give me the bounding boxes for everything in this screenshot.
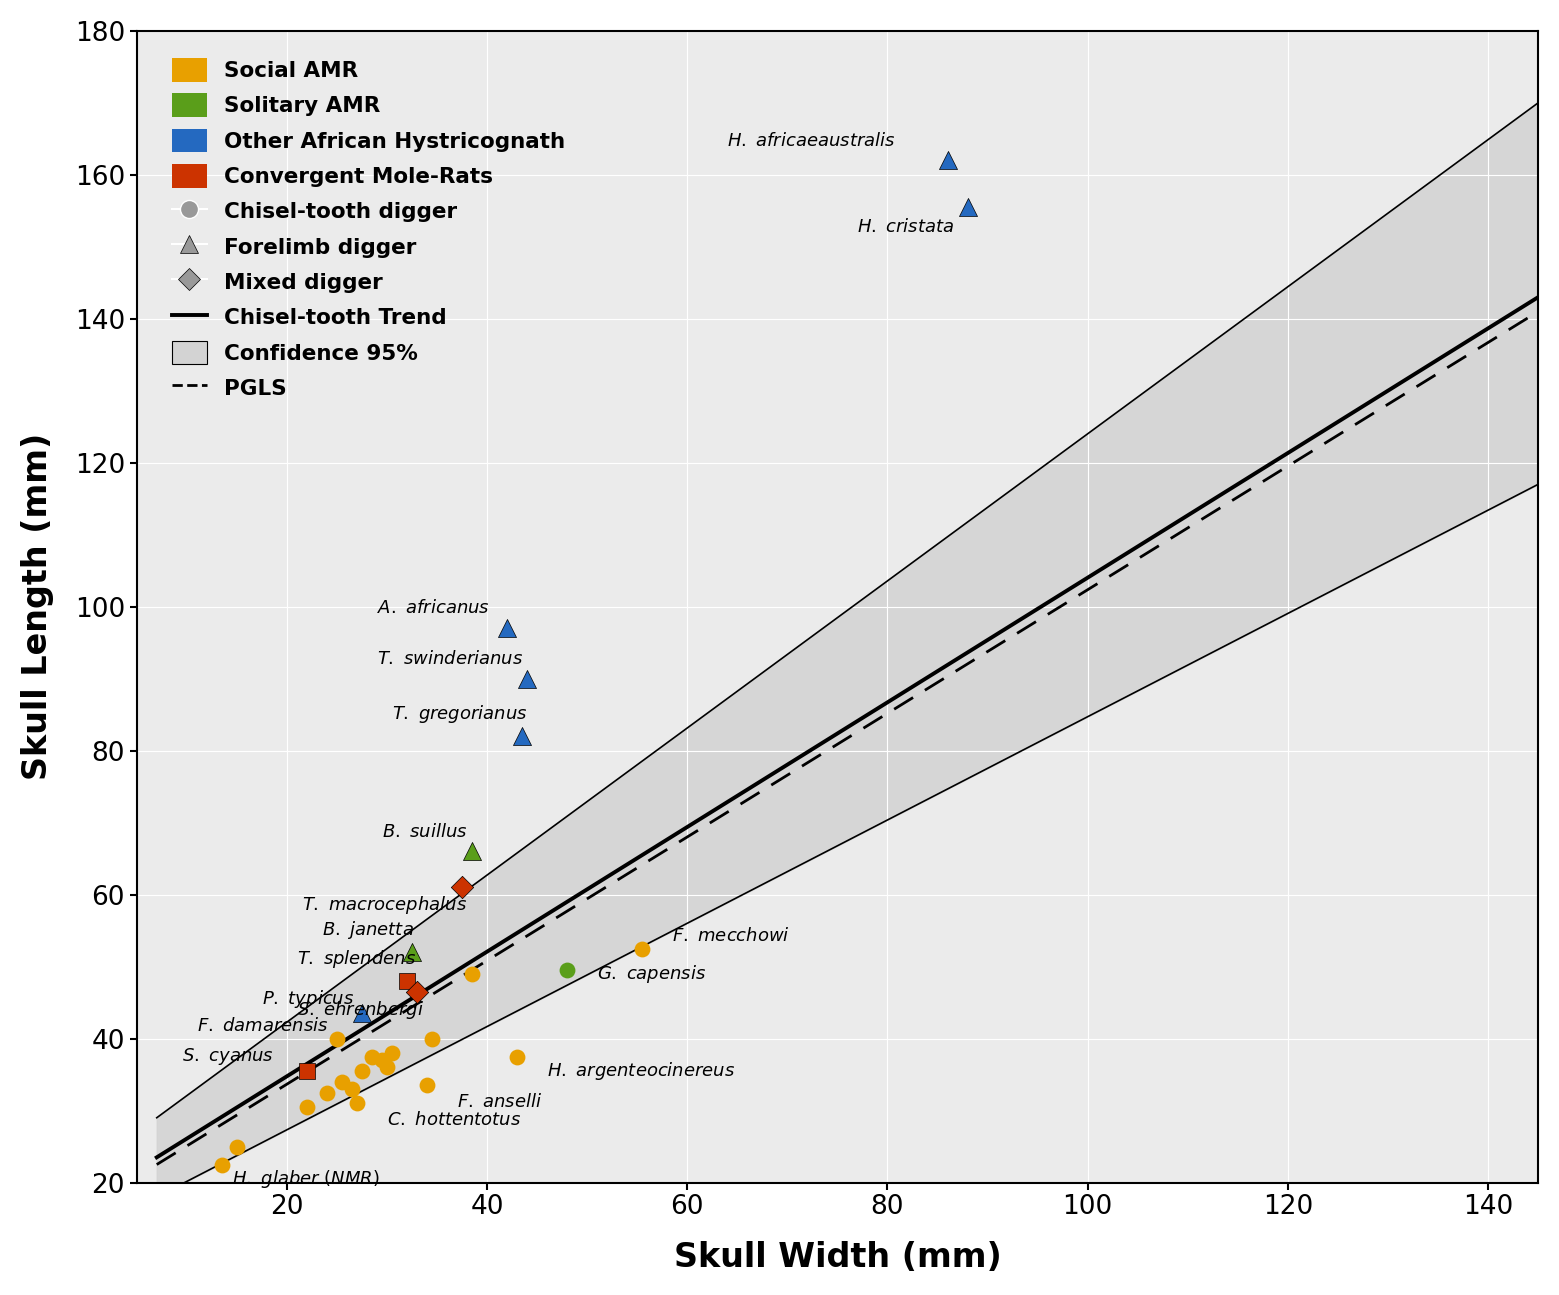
Point <box>415 1075 440 1096</box>
Text: $\mathit{F.\ damarensis}$: $\mathit{F.\ damarensis}$ <box>196 1017 329 1035</box>
Text: $\mathit{H.\ argenteocinereus}$: $\mathit{H.\ argenteocinereus}$ <box>547 1059 736 1081</box>
Point <box>324 1028 349 1049</box>
Text: $\mathit{T.\ splendens}$: $\mathit{T.\ splendens}$ <box>296 948 416 970</box>
Point <box>340 1079 365 1099</box>
Text: $\mathit{T.\ swinderianus}$: $\mathit{T.\ swinderianus}$ <box>377 650 524 668</box>
Text: $\mathit{G.\ capensis}$: $\mathit{G.\ capensis}$ <box>597 962 706 984</box>
Text: $\mathit{C.\ hottentotus}$: $\mathit{C.\ hottentotus}$ <box>387 1111 521 1128</box>
Text: $\mathit{T.\ gregorianus}$: $\mathit{T.\ gregorianus}$ <box>391 703 527 725</box>
Y-axis label: Skull Length (mm): Skull Length (mm) <box>20 433 55 781</box>
Text: $\mathit{S.\ ehrenbergi}$: $\mathit{S.\ ehrenbergi}$ <box>296 998 424 1020</box>
Point <box>345 1093 369 1114</box>
Point <box>514 668 539 689</box>
Point <box>460 963 485 984</box>
Point <box>295 1061 320 1081</box>
Point <box>956 197 981 218</box>
Text: $\mathit{H.\ cristata}$: $\mathit{H.\ cristata}$ <box>857 218 954 236</box>
Text: $\mathit{F.\ anselli}$: $\mathit{F.\ anselli}$ <box>457 1093 543 1111</box>
Point <box>404 982 429 1002</box>
Point <box>209 1154 234 1175</box>
Point <box>510 726 535 747</box>
Point <box>329 1071 354 1092</box>
Text: $\mathit{H.\ africaeaustralis}$: $\mathit{H.\ africaeaustralis}$ <box>728 132 896 150</box>
Point <box>224 1136 249 1156</box>
Point <box>399 941 424 962</box>
Point <box>360 1046 385 1067</box>
Point <box>494 618 519 638</box>
Point <box>394 971 419 992</box>
Point <box>369 1050 394 1071</box>
Point <box>505 1046 530 1067</box>
Point <box>460 840 485 861</box>
Point <box>315 1083 340 1103</box>
Point <box>349 1004 374 1024</box>
Text: $\mathit{S.\ cyanus}$: $\mathit{S.\ cyanus}$ <box>182 1046 274 1067</box>
Text: $\mathit{F.\ mecchowi}$: $\mathit{F.\ mecchowi}$ <box>672 927 790 945</box>
Point <box>419 1028 444 1049</box>
X-axis label: Skull Width (mm): Skull Width (mm) <box>673 1241 1001 1274</box>
Point <box>449 877 474 897</box>
Text: $\mathit{P.\ typicus}$: $\mathit{P.\ typicus}$ <box>262 988 354 1010</box>
Point <box>295 1097 320 1118</box>
Text: $\mathit{B.\ suillus}$: $\mathit{B.\ suillus}$ <box>382 822 468 840</box>
Legend: Social AMR, Solitary AMR, Other African Hystricognath, Convergent Mole-Rats, Chi: Social AMR, Solitary AMR, Other African … <box>162 48 575 411</box>
Point <box>379 1042 404 1063</box>
Text: $\mathit{H.\ glaber\ \left(NMR\right)}$: $\mathit{H.\ glaber\ \left(NMR\right)}$ <box>232 1168 379 1190</box>
Text: $\mathit{T.\ macrocephalus}$: $\mathit{T.\ macrocephalus}$ <box>302 895 468 916</box>
Point <box>935 150 960 171</box>
Point <box>349 1061 374 1081</box>
Text: $\mathit{A.\ africanus}$: $\mathit{A.\ africanus}$ <box>377 600 490 618</box>
Point <box>630 939 655 960</box>
Point <box>555 960 580 980</box>
Text: $\mathit{B.\ janetta}$: $\mathit{B.\ janetta}$ <box>321 919 413 941</box>
Point <box>374 1057 399 1077</box>
